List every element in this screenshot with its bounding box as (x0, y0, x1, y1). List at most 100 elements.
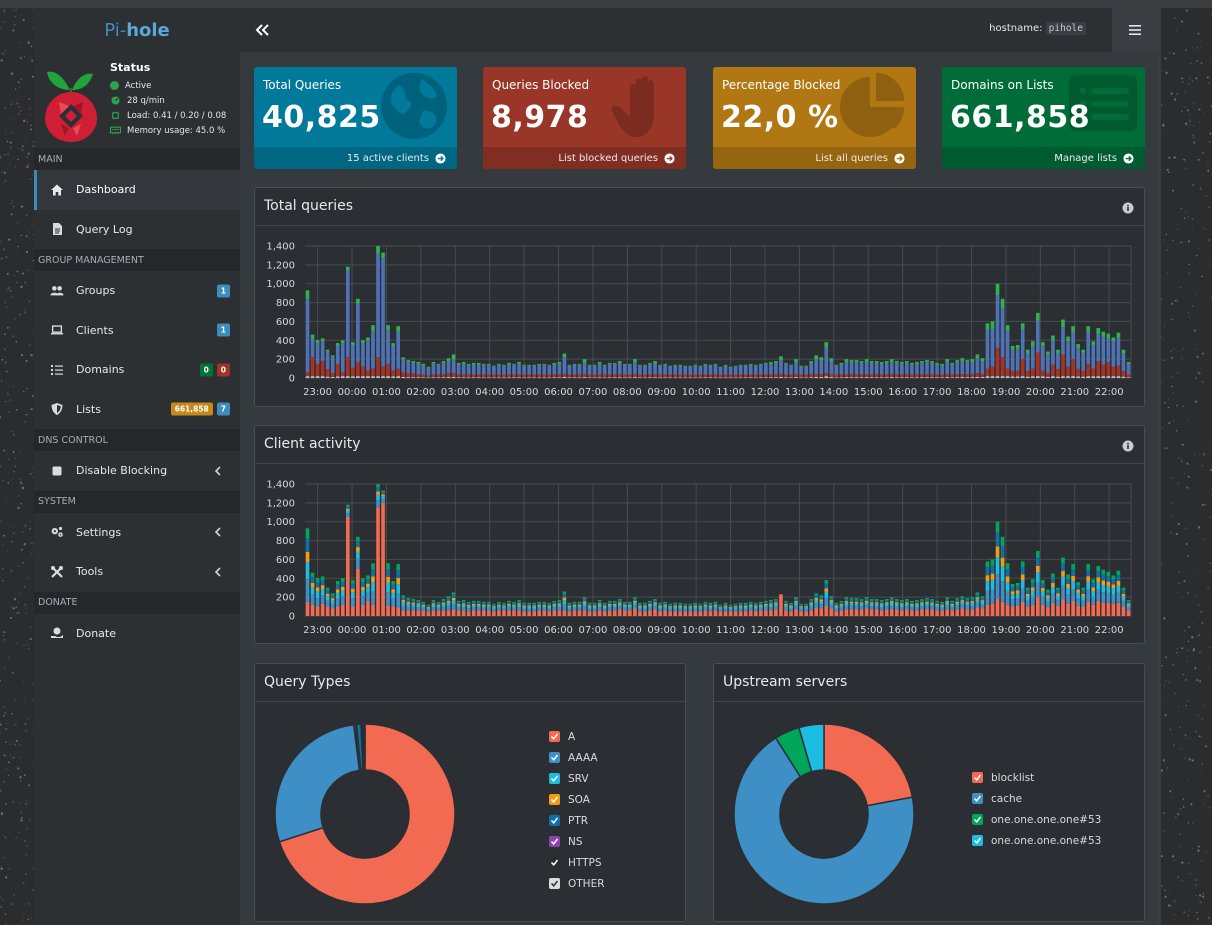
bar-segment[interactable] (869, 609, 874, 616)
bar-segment[interactable] (1025, 593, 1030, 597)
bar-segment[interactable] (844, 598, 849, 602)
bar-segment[interactable] (940, 607, 944, 611)
bar-segment[interactable] (713, 603, 718, 605)
bar-segment[interactable] (804, 608, 808, 612)
bar-segment[interactable] (748, 377, 753, 378)
bar-segment[interactable] (1116, 570, 1121, 576)
bar-segment[interactable] (653, 363, 657, 375)
bar-segment[interactable] (950, 607, 955, 611)
bar-segment[interactable] (758, 604, 763, 606)
bar-segment[interactable] (648, 600, 652, 603)
bar-segment[interactable] (779, 360, 783, 375)
bar-segment[interactable] (663, 363, 667, 365)
bar-segment[interactable] (900, 363, 904, 375)
bar-segment[interactable] (940, 377, 944, 378)
bar-segment[interactable] (502, 610, 506, 616)
bar-segment[interactable] (643, 374, 647, 378)
bar-segment[interactable] (789, 608, 793, 612)
bar-segment[interactable] (884, 602, 889, 604)
bar-segment[interactable] (758, 601, 763, 604)
bar-segment[interactable] (1036, 557, 1040, 566)
bar-segment[interactable] (401, 376, 406, 378)
bar-segment[interactable] (698, 366, 703, 375)
bar-segment[interactable] (970, 602, 975, 606)
bar-segment[interactable] (718, 605, 723, 607)
bar-segment[interactable] (834, 603, 839, 606)
bar-segment[interactable] (854, 377, 859, 378)
bar-segment[interactable] (864, 608, 869, 616)
bar-segment[interactable] (345, 270, 350, 358)
bar-segment[interactable] (723, 605, 728, 607)
bar-segment[interactable] (1020, 561, 1025, 567)
bar-segment[interactable] (960, 600, 965, 602)
bar-segment[interactable] (764, 605, 768, 608)
box-footer-link[interactable]: List blocked queries (483, 147, 686, 169)
bar-segment[interactable] (401, 600, 406, 603)
bar-segment[interactable] (673, 602, 678, 604)
donut-slice[interactable] (823, 723, 914, 807)
sidebar-item-lists[interactable]: Lists 661,858 7 (34, 390, 240, 430)
bar-segment[interactable] (305, 372, 310, 377)
bar-segment[interactable] (602, 365, 607, 375)
bar-segment[interactable] (345, 357, 350, 377)
bar-segment[interactable] (965, 609, 970, 616)
bar-segment[interactable] (471, 374, 476, 378)
bar-segment[interactable] (733, 374, 738, 378)
bar-segment[interactable] (814, 374, 819, 377)
bar-segment[interactable] (421, 365, 426, 375)
bar-segment[interactable] (1046, 592, 1050, 596)
bar-segment[interactable] (330, 598, 335, 601)
bar-segment[interactable] (915, 374, 919, 378)
bar-segment[interactable] (612, 377, 617, 378)
bar-segment[interactable] (602, 603, 607, 606)
bar-segment[interactable] (723, 602, 728, 604)
bar-segment[interactable] (1056, 349, 1060, 354)
bar-segment[interactable] (1121, 353, 1126, 371)
bar-segment[interactable] (1056, 587, 1060, 591)
bar-segment[interactable] (562, 376, 567, 378)
bar-segment[interactable] (648, 602, 652, 604)
bar-segment[interactable] (905, 361, 909, 363)
legend-checkbox[interactable] (549, 752, 560, 763)
bar-segment[interactable] (658, 364, 662, 366)
bar-segment[interactable] (703, 604, 708, 606)
bar-segment[interactable] (970, 609, 975, 616)
bar-segment[interactable] (703, 364, 708, 375)
bar-segment[interactable] (597, 374, 602, 378)
bar-segment[interactable] (910, 610, 914, 616)
bar-segment[interactable] (925, 599, 929, 602)
bar-segment[interactable] (688, 374, 693, 378)
bar-segment[interactable] (416, 599, 421, 602)
bar-segment[interactable] (612, 362, 617, 364)
bar-segment[interactable] (819, 599, 824, 602)
bar-segment[interactable] (809, 362, 813, 375)
bar-segment[interactable] (1051, 376, 1055, 378)
bar-segment[interactable] (804, 374, 808, 378)
bar-segment[interactable] (1111, 588, 1116, 595)
bar-segment[interactable] (416, 604, 421, 608)
bar-segment[interactable] (406, 361, 411, 374)
bar-segment[interactable] (1101, 602, 1106, 616)
bar-segment[interactable] (733, 606, 738, 608)
bar-segment[interactable] (351, 367, 355, 377)
bar-segment[interactable] (643, 605, 647, 607)
bar-segment[interactable] (703, 605, 708, 608)
bar-segment[interactable] (859, 361, 864, 363)
bar-segment[interactable] (1041, 583, 1045, 589)
bar-segment[interactable] (1066, 583, 1070, 588)
bar-segment[interactable] (381, 496, 385, 499)
bar-segment[interactable] (789, 611, 793, 616)
bar-segment[interactable] (648, 610, 652, 616)
bar-segment[interactable] (784, 600, 788, 603)
bar-segment[interactable] (602, 605, 607, 607)
bar-segment[interactable] (764, 610, 768, 616)
bar-segment[interactable] (824, 597, 829, 606)
bar-segment[interactable] (683, 603, 688, 605)
bar-segment[interactable] (517, 601, 521, 604)
bar-segment[interactable] (502, 377, 506, 378)
bar-segment[interactable] (315, 363, 320, 377)
bar-segment[interactable] (1101, 376, 1106, 378)
legend-checkbox[interactable] (549, 731, 560, 742)
bar-segment[interactable] (794, 602, 798, 606)
bar-segment[interactable] (492, 377, 496, 378)
